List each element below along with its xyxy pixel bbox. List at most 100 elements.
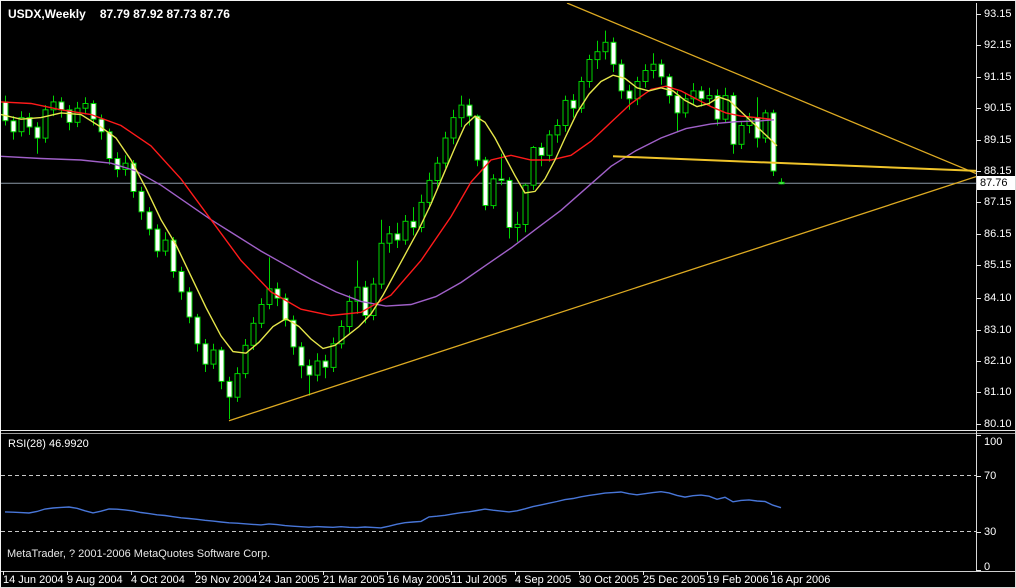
date-tick bbox=[387, 571, 388, 575]
candle-body bbox=[354, 286, 361, 302]
price-axis-label: 80.10 bbox=[984, 418, 1012, 430]
candle-body bbox=[186, 291, 193, 318]
rsi-indicator-panel[interactable] bbox=[1, 434, 977, 571]
candle-body bbox=[58, 101, 65, 111]
price-axis-label: 82.10 bbox=[984, 355, 1012, 367]
ma-fast-line[interactable] bbox=[1, 74, 778, 354]
candle-body bbox=[418, 201, 425, 228]
candle-body bbox=[370, 283, 377, 317]
date-tick bbox=[259, 571, 260, 575]
candle-body bbox=[514, 223, 521, 228]
candle-body bbox=[18, 117, 25, 133]
rsi-axis-tick bbox=[976, 532, 981, 533]
candle-body bbox=[554, 125, 561, 136]
price-axis-label: 83.10 bbox=[984, 324, 1012, 336]
price-axis-tick bbox=[976, 77, 981, 78]
date-tick bbox=[579, 571, 580, 575]
candle-body bbox=[242, 344, 249, 375]
ma-mid-line[interactable] bbox=[1, 85, 772, 317]
candle-body bbox=[586, 59, 593, 82]
price-axis-line bbox=[976, 3, 977, 571]
date-label: 14 Jun 2004 bbox=[3, 574, 64, 586]
candle-body bbox=[50, 101, 57, 111]
rsi-axis-label: 70 bbox=[984, 470, 997, 482]
price-axis-tick bbox=[976, 202, 981, 203]
candle-body bbox=[282, 297, 289, 321]
candle-body bbox=[426, 179, 433, 203]
date-label: 11 Jul 2005 bbox=[451, 574, 508, 586]
price-axis-label: 89.15 bbox=[984, 134, 1012, 146]
trendline-upper[interactable] bbox=[566, 3, 977, 175]
candle-body bbox=[642, 70, 649, 82]
date-label: 25 Dec 2005 bbox=[643, 574, 706, 586]
candle-body bbox=[482, 159, 489, 206]
copyright-watermark: MetaTrader, ? 2001-2006 MetaQuotes Softw… bbox=[7, 548, 271, 560]
candle-body bbox=[714, 95, 721, 120]
candle-body bbox=[234, 373, 241, 398]
candle-body bbox=[42, 109, 49, 139]
candle-body bbox=[722, 95, 729, 120]
candle-body bbox=[82, 103, 89, 109]
rsi-axis-label: 30 bbox=[984, 526, 997, 538]
candle-body bbox=[258, 304, 265, 324]
date-tick bbox=[195, 571, 196, 575]
chart-title-overlay: USDX,Weekly 87.79 87.92 87.73 87.76 bbox=[8, 7, 230, 21]
candles-layer[interactable] bbox=[2, 30, 785, 420]
candle-body bbox=[290, 319, 297, 348]
date-label: 19 Feb 2006 bbox=[707, 574, 769, 586]
current-price-tag: 87.76 bbox=[977, 176, 1015, 190]
trendline-lower[interactable] bbox=[228, 175, 977, 422]
date-label: 4 Sep 2005 bbox=[515, 574, 572, 586]
candle-body bbox=[90, 103, 97, 120]
candle-body bbox=[578, 81, 585, 109]
price-axis-label: 88.15 bbox=[984, 165, 1012, 177]
candle-body bbox=[146, 211, 153, 230]
price-axis-tick bbox=[976, 234, 981, 235]
candle-body bbox=[778, 181, 785, 185]
candle-body bbox=[634, 81, 641, 100]
candle-body bbox=[450, 117, 457, 139]
price-axis-label: 91.15 bbox=[984, 71, 1012, 83]
candle-body bbox=[466, 104, 473, 117]
price-axis-tick bbox=[976, 361, 981, 362]
date-label: 9 Aug 2004 bbox=[67, 574, 123, 586]
candle-body bbox=[154, 228, 161, 252]
candle-body bbox=[210, 349, 217, 365]
date-tick bbox=[451, 571, 452, 575]
ma-slow-line[interactable] bbox=[1, 119, 775, 307]
main-chart-panel[interactable] bbox=[1, 3, 977, 432]
price-axis-label: 81.10 bbox=[984, 386, 1012, 398]
candle-body bbox=[698, 90, 705, 100]
candle-body bbox=[34, 126, 41, 139]
price-axis-tick bbox=[976, 265, 981, 266]
candle-body bbox=[162, 239, 169, 252]
rsi-line[interactable] bbox=[4, 490, 782, 529]
date-label: 24 Jan 2005 bbox=[259, 574, 320, 586]
candle-body bbox=[538, 147, 545, 156]
candle-body bbox=[506, 179, 513, 228]
candle-body bbox=[138, 190, 145, 213]
candle-body bbox=[306, 365, 313, 376]
candle-body bbox=[26, 117, 33, 128]
rsi-axis-label: 0 bbox=[984, 561, 991, 573]
trendline-mid[interactable] bbox=[612, 155, 977, 172]
candle-body bbox=[442, 137, 449, 164]
date-tick bbox=[131, 571, 132, 575]
symbol-period-label: USDX,Weekly bbox=[8, 7, 86, 21]
price-axis-label: 86.15 bbox=[984, 228, 1012, 240]
candle-body bbox=[522, 184, 529, 225]
candle-body bbox=[626, 90, 633, 100]
price-axis-tick bbox=[976, 108, 981, 109]
price-axis-tick bbox=[976, 392, 981, 393]
date-tick bbox=[643, 571, 644, 575]
price-axis-label: 93.15 bbox=[984, 8, 1012, 20]
candle-body bbox=[762, 112, 769, 139]
date-axis-separator bbox=[1, 571, 1015, 572]
date-tick bbox=[67, 571, 68, 575]
panel-separator[interactable] bbox=[1, 430, 1015, 434]
candle-body bbox=[530, 147, 537, 186]
candle-body bbox=[602, 41, 609, 53]
price-axis-tick bbox=[976, 14, 981, 15]
candle-body bbox=[178, 271, 185, 293]
candle-body bbox=[202, 343, 209, 365]
